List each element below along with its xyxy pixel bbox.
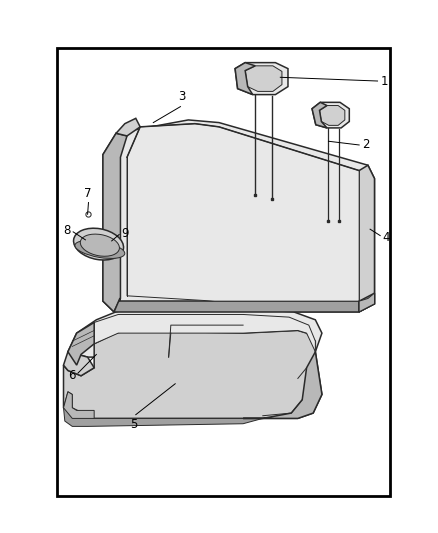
Polygon shape (243, 352, 322, 418)
Polygon shape (103, 120, 374, 312)
Polygon shape (94, 314, 315, 352)
Text: 5: 5 (130, 418, 137, 431)
Text: 4: 4 (382, 231, 389, 244)
Polygon shape (320, 106, 345, 125)
Ellipse shape (80, 234, 120, 256)
Text: 7: 7 (84, 187, 92, 200)
Polygon shape (359, 293, 374, 312)
Bar (57, 48, 390, 496)
Polygon shape (359, 293, 374, 312)
Polygon shape (245, 66, 282, 92)
Polygon shape (127, 124, 359, 301)
Polygon shape (312, 102, 350, 128)
Polygon shape (359, 165, 374, 312)
Ellipse shape (74, 228, 124, 260)
Polygon shape (64, 352, 94, 376)
Polygon shape (103, 133, 127, 312)
Polygon shape (235, 63, 288, 95)
Polygon shape (64, 392, 94, 418)
Polygon shape (235, 63, 255, 95)
Polygon shape (68, 322, 94, 365)
Text: 8: 8 (64, 224, 71, 237)
Polygon shape (114, 298, 359, 312)
Text: 6: 6 (68, 369, 76, 382)
Polygon shape (312, 102, 327, 128)
Ellipse shape (75, 240, 125, 259)
Text: 9: 9 (121, 227, 128, 240)
Text: 3: 3 (178, 90, 185, 103)
Polygon shape (64, 392, 263, 426)
Text: 2: 2 (362, 139, 369, 151)
Polygon shape (116, 118, 140, 136)
Text: 1: 1 (380, 75, 388, 87)
Polygon shape (68, 309, 322, 357)
Polygon shape (64, 330, 322, 418)
